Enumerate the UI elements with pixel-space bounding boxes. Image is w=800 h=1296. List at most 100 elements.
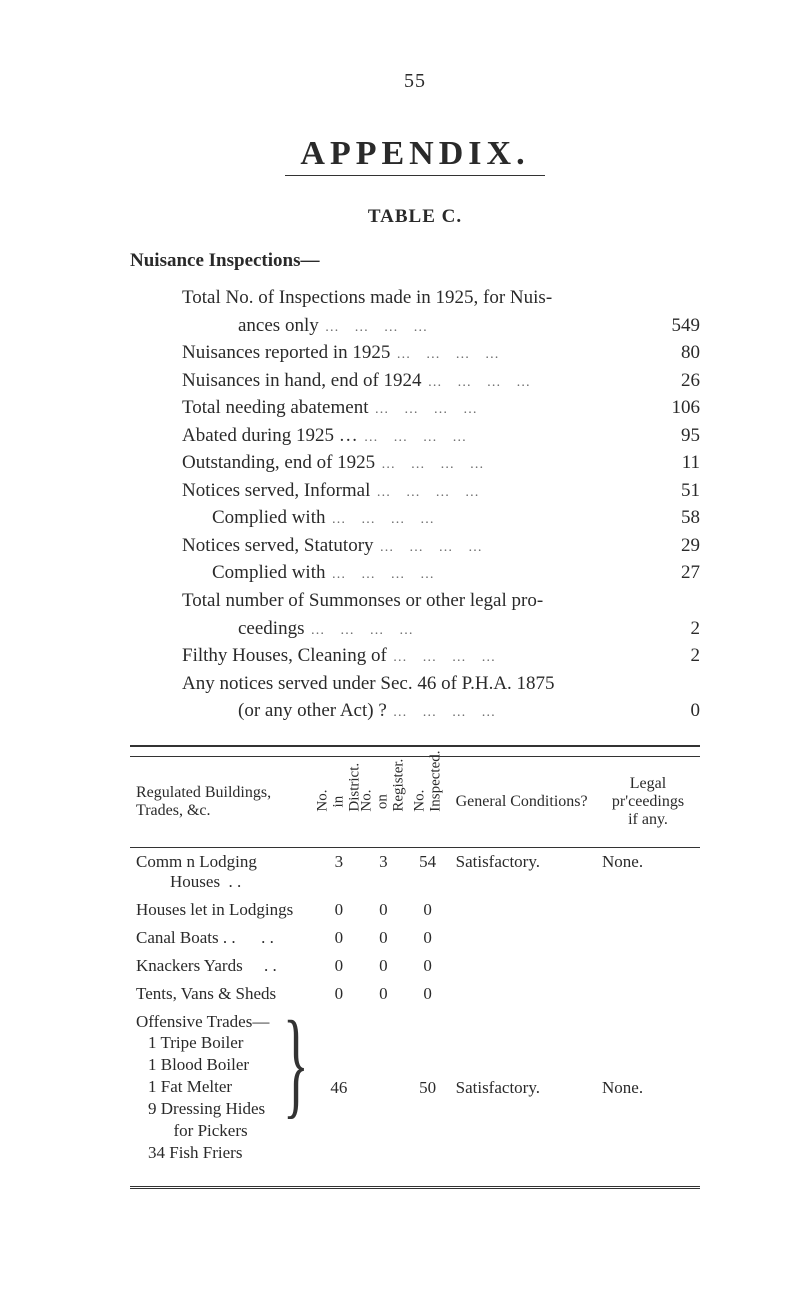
cell-c2: 0 (361, 980, 406, 1008)
cell-gc: Satisfactory. (450, 1008, 596, 1169)
cell-gc: Satisfactory. (450, 847, 596, 896)
item-value: 0 (652, 697, 700, 725)
page-number: 55 (130, 70, 700, 93)
item-value: 11 (652, 449, 700, 477)
item-value: 95 (652, 422, 700, 450)
leader-dots: … … … … (422, 373, 652, 393)
item-label: Filthy Houses, Cleaning of (182, 642, 387, 670)
table-row: Tents, Vans & Sheds000 (130, 980, 700, 1008)
list-item-continuation: (or any other Act) ?… … … …0 (182, 697, 700, 725)
item-label: Notices served, Informal (182, 477, 370, 505)
table-row: Comm n Lodging Houses . .3354Satisfactor… (130, 847, 700, 896)
cell-c3: 0 (406, 924, 450, 952)
list-item: Complied with… … … …58 (182, 504, 700, 532)
leader-dots: … … … … (368, 400, 652, 420)
item-label: ceedings (182, 615, 304, 643)
th-no-on-register: No. on Register. (361, 756, 406, 847)
offensive-item: 34 Fish Friers (136, 1142, 311, 1164)
appendix-title: APPENDIX. (130, 135, 700, 173)
item-label: Total No. of Inspections made in 1925, f… (182, 284, 552, 312)
offensive-trades-row: Offensive Trades—1 Tripe Boiler1 Blood B… (130, 1008, 700, 1169)
cell-c1: 3 (317, 847, 362, 896)
leader-dots: … … … … (375, 455, 652, 475)
item-value: 106 (652, 394, 700, 422)
list-item: Nuisances reported in 1925… … … …80 (182, 339, 700, 367)
leader-dots: … … … … (325, 565, 652, 585)
cell-c3: 0 (406, 980, 450, 1008)
th-no-in-district-text: No. in District. (315, 792, 362, 812)
list-item-continuation: ances only… … … …549 (182, 312, 700, 340)
table-body: Comm n Lodging Houses . .3354Satisfactor… (130, 847, 700, 1168)
list-item: Outstanding, end of 1925… … … …11 (182, 449, 700, 477)
cell-c1: 46 (317, 1008, 362, 1169)
item-label: Any notices served under Sec. 46 of P.H.… (182, 670, 555, 698)
item-value: 58 (652, 504, 700, 532)
item-label: Complied with (182, 559, 325, 587)
item-label: Nuisances in hand, end of 1924 (182, 367, 422, 395)
item-value: 26 (652, 367, 700, 395)
list-item: Total number of Summonses or other legal… (182, 587, 700, 615)
list-item: Filthy Houses, Cleaning of… … … …2 (182, 642, 700, 670)
page: 55 APPENDIX. TABLE C. Nuisance Inspectio… (0, 0, 800, 1296)
item-value: 80 (652, 339, 700, 367)
cell-c2: 0 (361, 896, 406, 924)
item-value: 549 (652, 312, 700, 340)
cell-gc (450, 896, 596, 924)
cell-gc (450, 980, 596, 1008)
cell-c2: 3 (361, 847, 406, 896)
item-label: Abated during 1925 … (182, 422, 358, 450)
list-item: Total No. of Inspections made in 1925, f… (182, 284, 700, 312)
table-wrap: Regulated Buildings, Trades, &c. No. in … (130, 756, 700, 1169)
table-row: Knackers Yards . .000 (130, 952, 700, 980)
regulated-table: Regulated Buildings, Trades, &c. No. in … (130, 756, 700, 1169)
th-no-inspected: No. Inspected. (406, 756, 450, 847)
cell-c3: 54 (406, 847, 450, 896)
section-heading: Nuisance Inspections— (130, 250, 700, 272)
leader-dots: … … … … (374, 538, 652, 558)
cell-legal (596, 980, 700, 1008)
th-legal-text: Legal pr'ceedings if any. (612, 775, 684, 829)
cell-label: Canal Boats . . . . (130, 924, 317, 952)
table-row: Houses let in Lodgings000 (130, 896, 700, 924)
cell-legal: None. (596, 847, 700, 896)
appendix-rule (285, 175, 545, 176)
inspection-list: Total No. of Inspections made in 1925, f… (182, 284, 700, 725)
offensive-trades-cell: Offensive Trades—1 Tripe Boiler1 Blood B… (130, 1008, 317, 1169)
leader-dots: … … … … (370, 483, 652, 503)
th-no-in-district: No. in District. (317, 756, 362, 847)
cell-gc (450, 924, 596, 952)
list-item: Complied with… … … …27 (182, 559, 700, 587)
th-no-inspected-text: No. Inspected. (412, 792, 444, 812)
list-item: Abated during 1925 …… … … …95 (182, 422, 700, 450)
item-value: 2 (652, 615, 700, 643)
item-value: 51 (652, 477, 700, 505)
cell-c2 (361, 1008, 406, 1169)
item-label: ances only (182, 312, 319, 340)
table-label: TABLE C. (130, 206, 700, 228)
th-no-on-register-text: No. on Register. (360, 792, 407, 812)
cell-label: Houses let in Lodgings (130, 896, 317, 924)
leader-dots: … … … … (358, 428, 652, 448)
cell-c2: 0 (361, 952, 406, 980)
top-double-rule (130, 745, 700, 750)
cell-c1: 0 (317, 952, 362, 980)
th-legal: Legal pr'ceedings if any. (596, 756, 700, 847)
cell-legal: None. (596, 1008, 700, 1169)
item-label: (or any other Act) ? (182, 697, 387, 725)
leader-dots: … … … … (387, 648, 652, 668)
item-value: 27 (652, 559, 700, 587)
cell-c3: 50 (406, 1008, 450, 1169)
leader-dots: … … … … (387, 703, 652, 723)
leader-dots: … … … … (390, 345, 652, 365)
cell-gc (450, 952, 596, 980)
leader-dots: … … … … (319, 318, 652, 338)
list-item-continuation: ceedings… … … …2 (182, 615, 700, 643)
cell-label: Comm n Lodging Houses . . (130, 847, 317, 896)
th-general-conditions-text: General Conditions? (456, 793, 588, 810)
list-item: Nuisances in hand, end of 1924… … … …26 (182, 367, 700, 395)
item-label: Total needing abatement (182, 394, 368, 422)
cell-legal (596, 952, 700, 980)
item-label: Total number of Summonses or other legal… (182, 587, 543, 615)
cell-c1: 0 (317, 924, 362, 952)
list-item: Notices served, Informal… … … …51 (182, 477, 700, 505)
